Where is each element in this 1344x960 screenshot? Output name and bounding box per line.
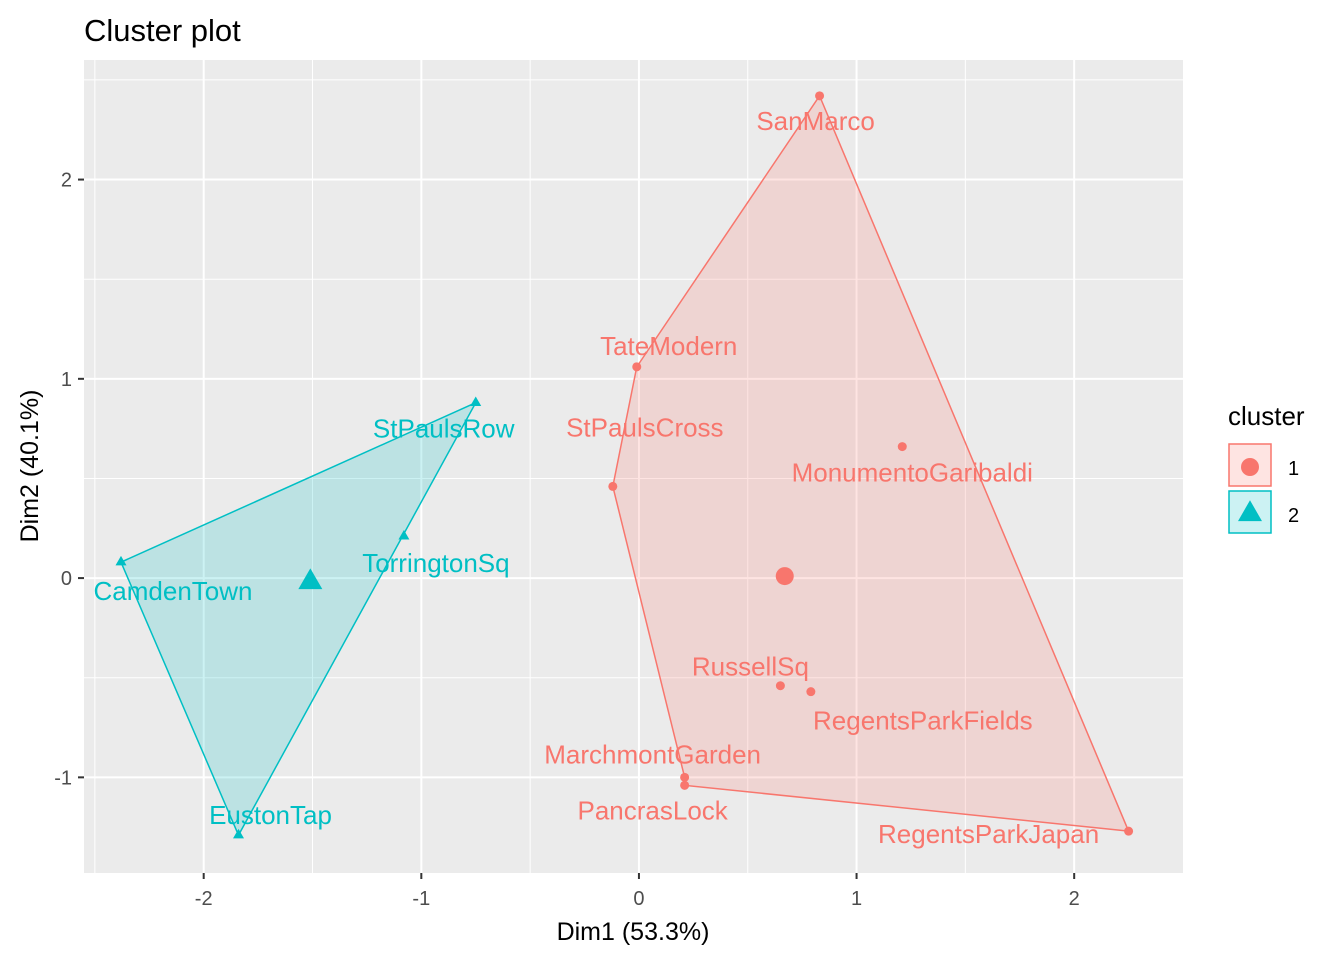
legend-title: cluster [1228,401,1305,431]
point-TorringtonSq [398,529,410,540]
legend-key-1: 1 [1228,443,1299,487]
label-StPaulsRow: StPaulsRow [373,414,515,444]
point-RegentsParkJapan [1124,826,1134,836]
label-RegentsParkFields: RegentsParkFields [813,706,1033,736]
grid-minor [84,60,1183,873]
x-tick-label: -1 [412,888,430,910]
cluster-1-centroid [775,567,794,586]
label-PancrasLock: PancrasLock [577,795,728,825]
x-tick-label: -2 [195,888,213,910]
label-TorringtonSq: TorringtonSq [362,548,509,578]
legend-label-2: 2 [1288,505,1299,527]
x-axis-title: Dim1 (53.3%) [557,918,710,946]
label-RegentsParkJapan: RegentsParkJapan [878,819,1099,849]
cluster-2-hull [120,401,478,837]
cluster-2-centroid [298,568,323,590]
point-EustonTap [233,828,245,839]
point-PancrasLock [680,780,690,790]
point-StPaulsCross [608,481,618,491]
y-tick-label: -1 [54,767,72,789]
point-TateModern [632,362,642,372]
y-tick-label: 0 [61,568,72,590]
point-MonumentoGaribaldi [897,442,907,452]
label-EustonTap: EustonTap [209,800,332,830]
label-RussellSq: RussellSq [692,652,809,682]
label-MonumentoGaribaldi: MonumentoGaribaldi [792,458,1033,488]
y-axis-ticks: -1 0 1 2 [54,170,84,789]
legend-circle-icon [1241,458,1259,476]
label-MarchmontGarden: MarchmontGarden [544,739,761,769]
legend-triangle-icon [1238,500,1262,522]
label-StPaulsCross: StPaulsCross [566,412,724,442]
label-TateModern: TateModern [600,331,737,361]
grid-major [84,60,1183,873]
point-labels: SanMarco TateModern MonumentoGaribaldi StPa… [94,106,1100,849]
x-axis-ticks: -2 -1 0 1 2 [195,873,1080,910]
legend: cluster 1 2 [1228,401,1305,534]
point-RussellSq [775,681,785,691]
legend-label-1: 1 [1288,458,1299,480]
x-tick-label: 0 [633,888,644,910]
legend-key-2: 2 [1228,490,1299,534]
point-CamdenTown [115,555,127,566]
x-tick-label: 1 [851,888,862,910]
x-tick-label: 2 [1069,888,1080,910]
y-axis-title: Dim2 (40.1%) [16,390,44,543]
point-MarchmontGarden [680,772,690,782]
label-SanMarco: SanMarco [756,106,875,136]
plot-panel [84,60,1183,873]
point-SanMarco [815,91,825,101]
point-RegentsParkFields [806,687,816,697]
chart-title: Cluster plot [84,13,241,48]
y-tick-label: 1 [61,369,72,391]
label-CamdenTown: CamdenTown [94,576,253,606]
data-points [115,91,1134,839]
point-StPaulsRow [470,396,482,406]
y-tick-label: 2 [61,170,72,192]
